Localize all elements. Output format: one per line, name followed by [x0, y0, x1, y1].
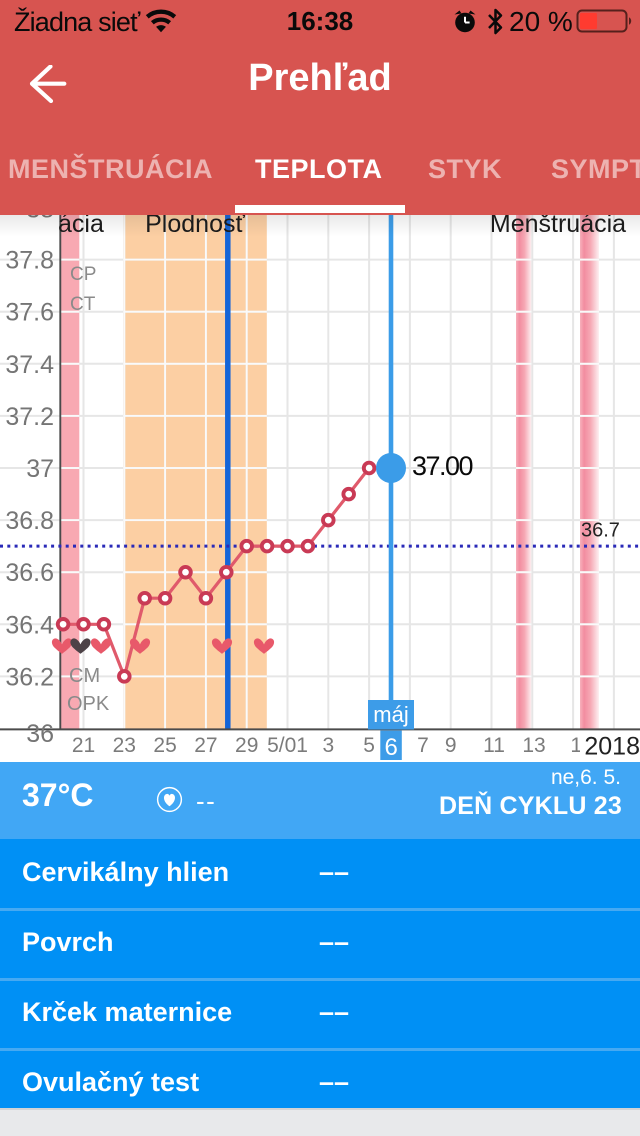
- svg-text:13: 13: [522, 734, 545, 757]
- svg-text:CT: CT: [70, 294, 96, 315]
- svg-text:36.4: 36.4: [5, 611, 54, 639]
- svg-text:OPK: OPK: [67, 693, 110, 715]
- svg-text:27: 27: [194, 734, 217, 757]
- svg-text:36: 36: [26, 720, 54, 748]
- svg-text:CM: CM: [69, 665, 100, 687]
- svg-text:37: 37: [26, 455, 54, 483]
- svg-text:25: 25: [153, 734, 176, 757]
- svg-text:37.2: 37.2: [5, 403, 54, 431]
- svg-text:37.8: 37.8: [5, 247, 54, 275]
- svg-text:36.6: 36.6: [5, 559, 54, 587]
- svg-text:5/01: 5/01: [267, 734, 308, 757]
- svg-text:9: 9: [445, 734, 457, 757]
- svg-text:3: 3: [322, 734, 334, 757]
- svg-text:6: 6: [385, 734, 398, 761]
- svg-text:29: 29: [235, 734, 258, 757]
- svg-text:11: 11: [483, 734, 505, 757]
- svg-text:5: 5: [363, 734, 375, 757]
- svg-text:36.2: 36.2: [5, 663, 54, 691]
- svg-text:37.00: 37.00: [412, 451, 473, 481]
- svg-text:CP: CP: [70, 264, 96, 285]
- svg-text:36.7: 36.7: [581, 520, 620, 542]
- svg-text:37.4: 37.4: [5, 351, 54, 379]
- svg-text:23: 23: [113, 734, 136, 757]
- svg-text:7: 7: [417, 734, 429, 757]
- svg-text:21: 21: [72, 734, 95, 757]
- svg-text:máj: máj: [373, 702, 408, 727]
- svg-text:37.6: 37.6: [5, 299, 54, 327]
- svg-text:2018: 2018: [584, 733, 640, 761]
- svg-text:36.8: 36.8: [5, 507, 54, 535]
